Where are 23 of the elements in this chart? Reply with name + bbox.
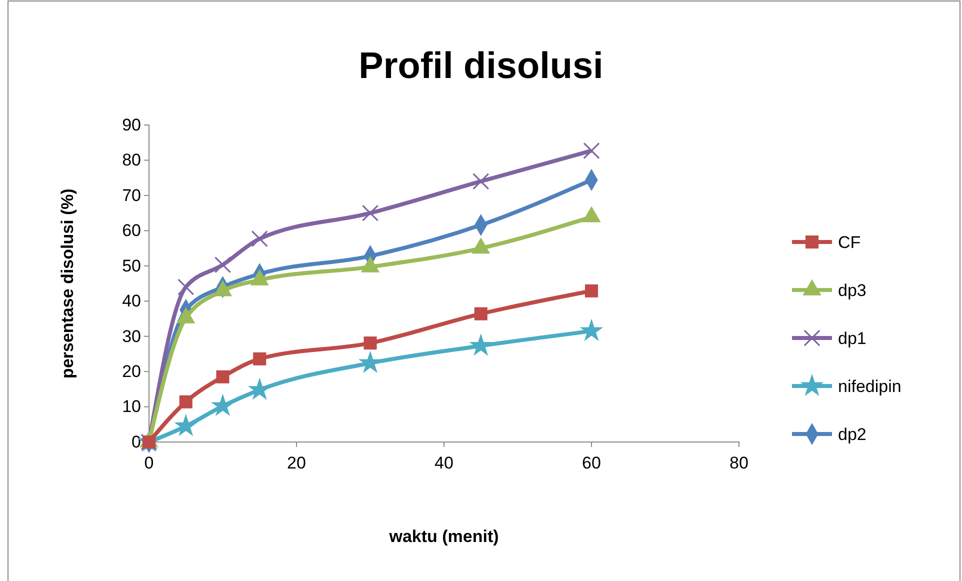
- y-tick-label: 20: [122, 362, 141, 381]
- legend-label: CF: [838, 233, 861, 252]
- y-tick-label: 90: [122, 115, 141, 134]
- x-tick-label: 0: [144, 454, 154, 473]
- x-tick-label: 20: [287, 454, 306, 473]
- y-tick-label: 30: [122, 326, 141, 346]
- y-tick-label: 0: [132, 432, 141, 452]
- legend-label: dp1: [838, 329, 866, 348]
- y-tick-label: 50: [122, 256, 141, 276]
- x-axis-title: waktu (menit): [388, 527, 499, 546]
- y-tick-label: 40: [122, 292, 141, 311]
- legend-label: dp2: [838, 425, 866, 444]
- y-axis-title: persentase disolusi (%): [58, 188, 77, 378]
- x-tick-label: 80: [730, 454, 748, 473]
- x-tick-label: 60: [582, 454, 601, 473]
- chart-title: Profil disolusi: [358, 45, 604, 86]
- legend-label: dp3: [838, 281, 866, 300]
- y-tick-label: 70: [122, 186, 141, 205]
- legend-label: nifedipin: [838, 377, 902, 396]
- y-tick-label: 80: [122, 150, 141, 170]
- x-tick-label: 40: [434, 454, 454, 473]
- y-tick-label: 60: [122, 221, 141, 240]
- y-tick-label: 10: [122, 397, 141, 416]
